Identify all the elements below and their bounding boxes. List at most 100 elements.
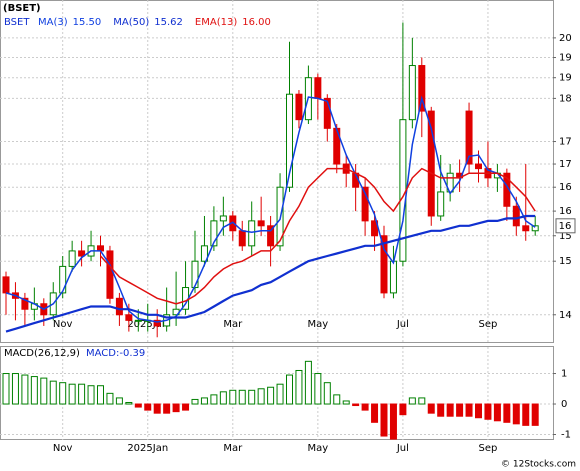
- candle-body: [78, 250, 86, 257]
- legend-symbol: BSET: [4, 17, 30, 28]
- candle-body: [191, 260, 199, 289]
- macd-bar: [200, 397, 208, 405]
- candle-body: [200, 245, 208, 262]
- macd-bar: [40, 377, 48, 405]
- macd-subtitle: MACD:-0.39: [86, 348, 145, 359]
- macd-bar: [493, 403, 501, 422]
- macd-bar: [257, 388, 265, 405]
- macd-bar: [30, 376, 38, 405]
- macd-bar: [248, 389, 256, 405]
- legend-name: EMA(13): [195, 17, 237, 28]
- macd-bar: [389, 403, 397, 440]
- candle-body: [437, 191, 445, 217]
- macd-bar: [229, 389, 237, 405]
- macd-bar: [465, 403, 473, 417]
- macd-bar: [333, 394, 341, 405]
- macd-bar: [2, 373, 10, 405]
- x-tick-label: Sep: [479, 319, 498, 330]
- macd-bar: [475, 403, 482, 419]
- macd-bar: [408, 397, 416, 405]
- candle-body: [408, 65, 416, 121]
- candle-body: [465, 110, 473, 165]
- candle-body: [512, 205, 520, 227]
- candle-body: [314, 77, 322, 99]
- macd-bar: [78, 383, 86, 405]
- macd-bar: [68, 383, 76, 405]
- macd-bar: [437, 403, 445, 417]
- macd-bar: [87, 385, 95, 405]
- x-tick-label: 2025Jan: [127, 443, 168, 454]
- candle-body: [389, 260, 397, 294]
- macd-bar: [125, 401, 133, 405]
- y-tick-label: 19: [559, 53, 572, 64]
- macd-bar: [512, 403, 520, 425]
- macd-bar: [361, 403, 369, 411]
- x-tick-label: May: [308, 443, 329, 454]
- macd-bar: [11, 373, 19, 405]
- macd-bar: [191, 398, 199, 405]
- y-tick-label: 15: [559, 256, 572, 267]
- macd-bar: [304, 360, 312, 405]
- macd-bar: [267, 386, 275, 405]
- x-tick-label: Jul: [396, 443, 409, 454]
- macd-bar: [484, 403, 492, 420]
- macd-bar: [427, 403, 435, 414]
- macd-bar: [531, 403, 539, 426]
- y-tick-label: -1: [561, 430, 571, 441]
- legend-name: MA(3): [38, 17, 68, 28]
- y-tick-label: 1: [561, 369, 567, 380]
- x-tick-label: Nov: [53, 443, 73, 454]
- watermark: © 12Stocks.com: [501, 460, 576, 470]
- candle-body: [219, 215, 227, 222]
- macd-bar: [134, 403, 142, 408]
- legend-value: 15.50: [73, 17, 102, 28]
- macd-bar: [182, 403, 190, 411]
- macd-bar: [59, 382, 67, 405]
- x-tick-label: Nov: [53, 319, 73, 330]
- candle-body: [286, 93, 293, 188]
- x-tick-label: Mar: [223, 443, 243, 454]
- candle-body: [257, 220, 265, 227]
- macd-bar: [210, 394, 218, 405]
- y-tick-label: 19: [559, 73, 572, 84]
- candle-body: [295, 93, 303, 121]
- candle-body: [2, 276, 10, 294]
- macd-bar: [503, 403, 511, 423]
- candle-body: [106, 250, 114, 299]
- candle-body: [21, 297, 29, 310]
- candle-body: [475, 163, 482, 170]
- last-price-label: 16: [559, 221, 572, 232]
- candle-body: [427, 110, 435, 217]
- macd-bar: [286, 374, 293, 405]
- candle-body: [522, 225, 530, 232]
- y-tick-label: 20: [559, 33, 572, 44]
- candle-body: [248, 220, 256, 247]
- macd-bar: [371, 403, 379, 423]
- price-panel: [0, 0, 554, 343]
- y-tick-label: 17: [559, 137, 572, 148]
- macd-bar: [418, 397, 426, 405]
- macd-bar: [49, 380, 57, 405]
- macd-bar: [352, 403, 360, 407]
- chart-title: (BSET): [3, 3, 41, 14]
- candle-body: [134, 319, 142, 322]
- candle-body: [418, 65, 426, 112]
- candle-body: [115, 297, 123, 316]
- macd-bar: [522, 403, 530, 426]
- macd-bar: [238, 389, 246, 405]
- x-tick-label: May: [308, 319, 329, 330]
- candle-body: [380, 235, 388, 294]
- y-tick-label: 17: [559, 159, 572, 170]
- y-tick-label: 18: [559, 93, 572, 104]
- candle-body: [210, 220, 218, 247]
- candle-body: [361, 186, 369, 222]
- candle-body: [531, 225, 539, 232]
- ma-line: [5, 95, 536, 323]
- legend-value: 16.00: [242, 17, 271, 28]
- macd-bar: [380, 403, 388, 437]
- y-tick-label: 16: [559, 206, 572, 217]
- x-tick-label: Sep: [479, 443, 498, 454]
- macd-bar: [314, 373, 322, 405]
- macd-bar: [219, 391, 227, 405]
